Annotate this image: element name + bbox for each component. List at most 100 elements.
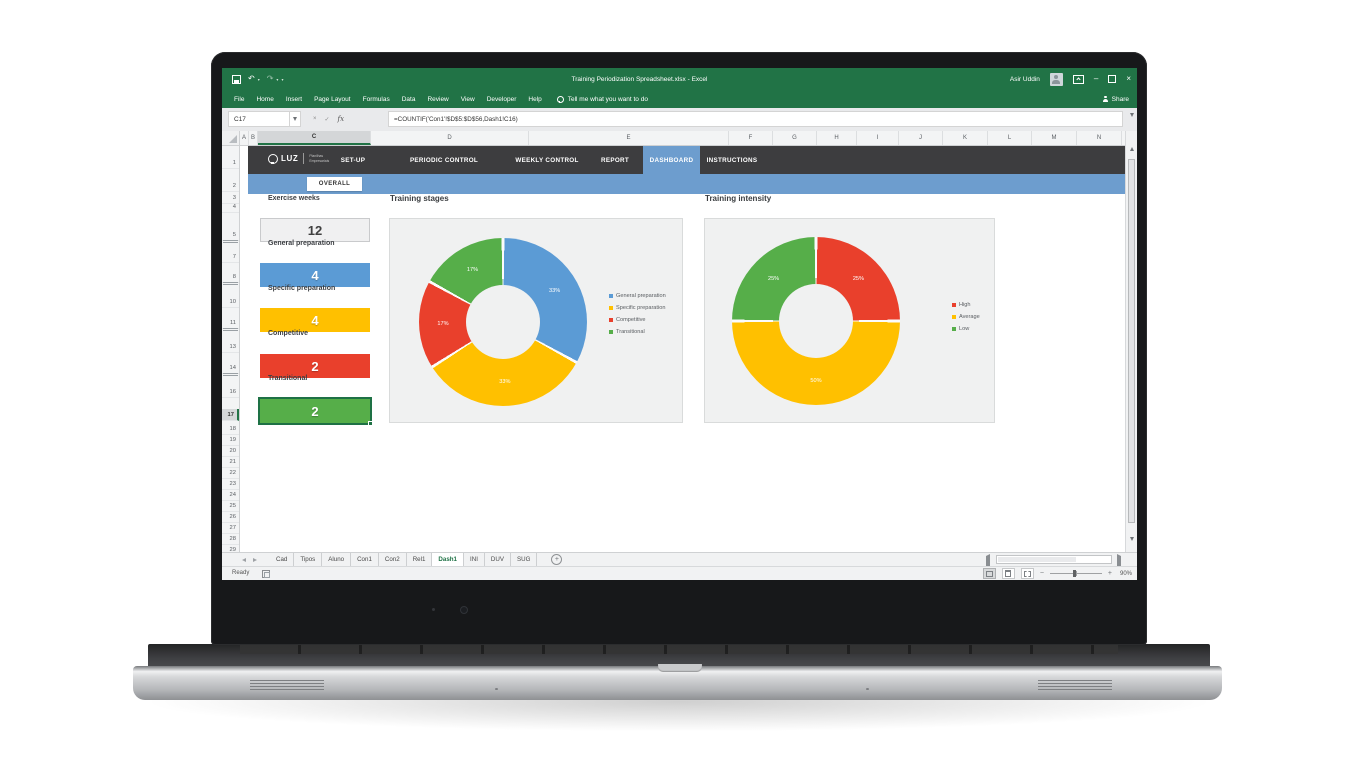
- avatar[interactable]: [1049, 72, 1063, 86]
- new-sheet-icon[interactable]: +: [551, 554, 563, 565]
- save-icon[interactable]: [232, 74, 241, 84]
- sheet-tab-rel1[interactable]: Rel1: [407, 553, 433, 566]
- stat-value-cell[interactable]: 2: [260, 354, 370, 378]
- row-header-2[interactable]: 2: [222, 180, 239, 192]
- nav-tab-dashboard[interactable]: DASHBOARD: [643, 146, 700, 174]
- zoom-level[interactable]: 90%: [1119, 570, 1132, 577]
- sheet-tab-aluno[interactable]: Aluno: [322, 553, 352, 566]
- ribbon-tab-page-layout[interactable]: Page Layout: [314, 95, 351, 103]
- column-header-B[interactable]: B: [249, 131, 258, 145]
- stat-value-cell[interactable]: 12: [260, 218, 370, 242]
- row-header-22[interactable]: 22: [222, 467, 239, 479]
- chart-card[interactable]: 33% 33% 17% 17% General preparation Specific …: [389, 218, 683, 423]
- sheet-tab-duv[interactable]: DUV: [485, 553, 511, 566]
- column-header-G[interactable]: G: [773, 131, 817, 145]
- close-button[interactable]: ×: [1126, 74, 1131, 83]
- column-header-M[interactable]: M: [1032, 131, 1077, 145]
- scroll-up-icon[interactable]: [1126, 143, 1137, 155]
- column-header-F[interactable]: F: [729, 131, 773, 145]
- normal-view-icon[interactable]: [982, 568, 996, 579]
- horizontal-scroll-thumb[interactable]: [998, 557, 1076, 562]
- redo-dropdown-icon[interactable]: ▾: [276, 76, 279, 82]
- ribbon-tab-insert[interactable]: Insert: [285, 95, 303, 103]
- macro-record-icon[interactable]: [262, 570, 270, 578]
- row-header-18[interactable]: 18: [222, 423, 239, 435]
- zoom-out-icon[interactable]: −: [1039, 570, 1044, 577]
- scroll-down-icon[interactable]: [1126, 533, 1137, 545]
- restore-button[interactable]: [1108, 75, 1117, 83]
- column-header-N[interactable]: N: [1077, 131, 1122, 145]
- row-header-29[interactable]: 29: [222, 544, 239, 553]
- insert-function-icon[interactable]: fx: [337, 115, 345, 123]
- horizontal-scrollbar[interactable]: [996, 555, 1112, 564]
- column-header-C[interactable]: C: [258, 131, 371, 145]
- prev-sheet-icon[interactable]: [242, 557, 246, 562]
- row-header-23[interactable]: 23: [222, 478, 239, 490]
- vertical-scrollbar[interactable]: [1125, 131, 1137, 552]
- sheet-tab-tipos[interactable]: Tipos: [294, 553, 323, 566]
- ribbon-tab-file[interactable]: File: [234, 95, 245, 103]
- column-header-H[interactable]: H: [817, 131, 857, 145]
- row-header-1[interactable]: 1: [222, 157, 239, 169]
- sheet-tab-ini[interactable]: INI: [464, 553, 485, 566]
- nav-tab-weekly-control[interactable]: WEEKLY CONTROL: [515, 156, 579, 164]
- row-header-21[interactable]: 21: [222, 456, 239, 468]
- stat-value-cell[interactable]: 4: [260, 308, 370, 332]
- sheet-tab-sug[interactable]: SUG: [511, 553, 538, 566]
- sheet-tab-dash1[interactable]: Dash1: [432, 553, 464, 566]
- sheet-tab-con2[interactable]: Con2: [379, 553, 407, 566]
- ribbon-display-options-icon[interactable]: [1072, 74, 1084, 84]
- row-header-27[interactable]: 27: [222, 522, 239, 534]
- row-header-13[interactable]: 13: [222, 341, 239, 353]
- ribbon-tab-developer[interactable]: Developer: [486, 95, 517, 103]
- zoom-slider[interactable]: [1049, 570, 1102, 577]
- ribbon-tab-view[interactable]: View: [460, 95, 475, 103]
- column-header-D[interactable]: D: [371, 131, 529, 145]
- row-header-25[interactable]: 25: [222, 500, 239, 512]
- user-name[interactable]: Asir Uddin: [1009, 75, 1040, 83]
- tell-me-box[interactable]: Tell me what you want to do: [556, 95, 648, 103]
- row-header-19[interactable]: 19: [222, 434, 239, 446]
- row-header-24[interactable]: 24: [222, 489, 239, 501]
- name-box-dropdown-icon[interactable]: [289, 111, 301, 127]
- zoom-in-icon[interactable]: +: [1107, 570, 1112, 577]
- column-header-L[interactable]: L: [988, 131, 1032, 145]
- row-header-7[interactable]: 7: [222, 251, 239, 263]
- nav-tab-periodic-control[interactable]: PERIODIC CONTROL: [409, 156, 479, 164]
- sheet-tab-cad[interactable]: Cad: [270, 553, 295, 566]
- ribbon-tab-help[interactable]: Help: [528, 95, 542, 103]
- stat-value-cell[interactable]: 4: [260, 263, 370, 287]
- nav-tab-set-up[interactable]: SET-UP: [340, 156, 366, 164]
- donut-chart[interactable]: [732, 237, 900, 405]
- ribbon-tab-formulas[interactable]: Formulas: [362, 95, 390, 103]
- formula-input[interactable]: =COUNTIF('Con1'!$D$5:$D$56,Dash1!C16): [388, 111, 1123, 127]
- nav-tab-instructions[interactable]: INSTRUCTIONS: [706, 156, 758, 164]
- sheet-tab-con1[interactable]: Con1: [351, 553, 379, 566]
- undo-icon[interactable]: ↶: [248, 74, 255, 83]
- row-header-10[interactable]: 10: [222, 296, 239, 308]
- name-box[interactable]: C17: [228, 111, 290, 127]
- overall-sub-tab[interactable]: OVERALL: [307, 177, 362, 191]
- ribbon-tab-home[interactable]: Home: [256, 95, 274, 103]
- column-header-J[interactable]: J: [899, 131, 943, 145]
- share-button[interactable]: Share: [1103, 90, 1129, 108]
- column-header-K[interactable]: K: [943, 131, 988, 145]
- row-header-17[interactable]: 17: [222, 409, 239, 421]
- select-all-corner[interactable]: [222, 131, 240, 145]
- next-sheet-icon[interactable]: [253, 557, 257, 562]
- row-header-26[interactable]: 26: [222, 511, 239, 523]
- page-layout-view-icon[interactable]: [1001, 568, 1015, 579]
- nav-tab-report[interactable]: REPORT: [600, 156, 630, 164]
- stat-value-cell[interactable]: 2: [260, 399, 373, 426]
- customize-qat-icon[interactable]: ▾: [281, 76, 284, 82]
- column-header-A[interactable]: A: [240, 131, 249, 145]
- vertical-scroll-thumb[interactable]: [1128, 159, 1135, 523]
- column-header-I[interactable]: I: [857, 131, 899, 145]
- minimize-button[interactable]: –: [1093, 74, 1099, 83]
- zoom-slider-thumb[interactable]: [1072, 570, 1076, 577]
- column-header-E[interactable]: E: [529, 131, 729, 145]
- chart-card[interactable]: 25% 50% 25% High Average Low: [704, 218, 995, 423]
- row-header-28[interactable]: 28: [222, 533, 239, 545]
- redo-icon[interactable]: ↷: [266, 74, 274, 83]
- enter-icon[interactable]: ✓: [324, 116, 330, 123]
